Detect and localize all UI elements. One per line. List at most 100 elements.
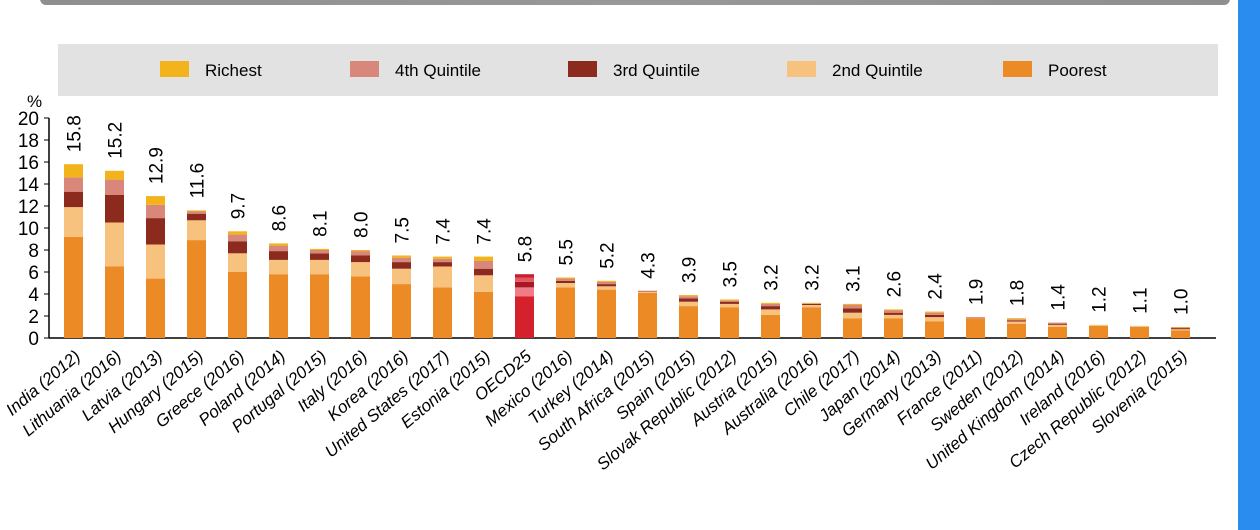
bar-segment-spain-2015-3rd-quintile [679,298,698,302]
bar-segment-korea-2016-4th-quintile [392,257,411,263]
bar-segment-slovak-republic-2012-4th-quintile [720,300,739,302]
bar-segment-latvia-2013-poorest [146,278,165,338]
bar-segment-germany-2013-richest [925,311,944,313]
bar-segment-greece-2016-richest [228,231,247,235]
bar-segment-france-2011-poorest [966,318,985,338]
bar-segment-india-2012-4th-quintile [64,177,83,192]
bar-segment-hungary-2015-richest [187,210,206,212]
bar-segment-mexico-2016-4th-quintile [556,278,575,281]
y-tick-label: 10 [18,219,39,240]
bar-segment-united-states-2017-2nd-quintile [433,266,452,288]
bar-segment-south-africa-2015-2nd-quintile [638,291,657,293]
bar-segment-japan-2014-4th-quintile [884,310,903,313]
bar-segment-japan-2014-3rd-quintile [884,312,903,315]
bar-segment-hungary-2015-poorest [187,240,206,338]
bar-segment-greece-2016-4th-quintile [228,234,247,242]
y-axis-unit-label: % [27,92,42,111]
bar-segment-india-2012-3rd-quintile [64,191,83,208]
bar-segment-united-kingdom-2014-3rd-quintile [1048,323,1067,325]
total-label-south-africa-2015: 4.3 [639,252,660,278]
total-label-australia-2016: 3.2 [803,264,824,290]
total-label-india-2012: 15.8 [65,115,86,152]
bar-segment-korea-2016-poorest [392,284,411,338]
legend-label-4th-quintile: 4th Quintile [395,61,481,80]
bar-segment-hungary-2015-3rd-quintile [187,213,206,221]
bar-segment-chile-2017-poorest [843,318,862,338]
bar-segment-germany-2013-4th-quintile [925,312,944,315]
bar-segment-hungary-2015-2nd-quintile [187,220,206,241]
bar-segment-italy-2016-3rd-quintile [351,255,370,263]
bar-segment-sweden-2012-poorest [1007,323,1026,338]
bar-segment-greece-2016-3rd-quintile [228,241,247,254]
bar-segment-lithuania-2016-3rd-quintile [105,195,124,223]
bar-segment-poland-2014-4th-quintile [269,245,288,252]
total-label-chile-2017: 3.1 [844,265,865,291]
y-tick-label: 2 [28,307,39,328]
bar-segment-latvia-2013-4th-quintile [146,204,165,219]
legend-swatch-3rd-quintile [568,61,597,77]
bar-segment-estonia-2015-poorest [474,291,493,338]
bar-segment-turkey-2014-3rd-quintile [597,284,616,287]
bars [64,164,1190,338]
bar-segment-united-kingdom-2014-2nd-quintile [1048,324,1067,327]
legend-label-poorest: Poorest [1048,61,1107,80]
bar-segment-sweden-2012-3rd-quintile [1007,320,1026,322]
total-label-portugal-2015: 8.1 [311,210,332,236]
total-label-ireland-2016: 1.2 [1090,286,1111,312]
bar-segment-india-2012-2nd-quintile [64,207,83,237]
bar-segment-turkey-2014-4th-quintile [597,281,616,285]
bar-segment-poland-2014-3rd-quintile [269,251,288,260]
bar-segment-greece-2016-2nd-quintile [228,253,247,272]
bar-segment-portugal-2015-3rd-quintile [310,253,329,260]
total-label-united-kingdom-2014: 1.4 [1049,284,1070,311]
total-label-turkey-2014: 5.2 [598,242,619,268]
bar-segment-korea-2016-3rd-quintile [392,262,411,269]
legend: Richest 4th Quintile 3rd Quintile 2nd Quint… [160,61,1107,80]
bar-segment-japan-2014-2nd-quintile [884,314,903,319]
bar-segment-slovenia-2015-2nd-quintile [1171,329,1190,331]
bar-segment-oecd25-2nd-quintile [515,287,534,297]
bar-segment-united-kingdom-2014-4th-quintile [1048,322,1067,324]
legend-swatch-richest [160,61,189,77]
total-label-germany-2013: 2.4 [926,273,947,300]
total-label-spain-2015: 3.9 [680,257,701,283]
bar-segment-mexico-2016-poorest [556,287,575,338]
bar-segment-spain-2015-poorest [679,306,698,338]
total-label-japan-2014: 2.6 [885,271,906,297]
bar-segment-chile-2017-richest [843,303,862,305]
bar-segment-poland-2014-2nd-quintile [269,259,288,275]
bar-segment-chile-2017-3rd-quintile [843,308,862,313]
bar-segment-portugal-2015-4th-quintile [310,250,329,254]
bar-segment-oecd25-richest [515,274,534,278]
bar-segment-ireland-2016-poorest [1089,325,1108,338]
bar-segment-united-states-2017-richest [433,256,452,259]
total-label-oecd25: 5.8 [516,236,537,262]
y-tick-label: 8 [28,241,39,262]
bar-segment-italy-2016-poorest [351,276,370,338]
total-label-slovak-republic-2012: 3.5 [721,261,742,287]
bar-segment-slovenia-2015-3rd-quintile [1171,328,1190,330]
legend-label-richest: Richest [205,61,262,80]
bar-segment-greece-2016-poorest [228,272,247,338]
bar-segment-turkey-2014-2nd-quintile [597,286,616,290]
legend-swatch-2nd-quintile [787,61,816,77]
bar-segment-india-2012-poorest [64,236,83,338]
bar-segment-portugal-2015-richest [310,248,329,250]
bar-segment-chile-2017-2nd-quintile [843,312,862,319]
bar-segment-austria-2015-3rd-quintile [761,306,780,310]
bar-segment-germany-2013-2nd-quintile [925,317,944,322]
cropped-title-strip [0,0,1240,10]
bar-segment-oecd25-poorest [515,296,534,338]
total-label-estonia-2015: 7.4 [475,218,496,245]
bar-segment-united-states-2017-4th-quintile [433,258,452,263]
bar-segment-austria-2015-richest [761,302,780,304]
bar-segment-sweden-2012-4th-quintile [1007,319,1026,321]
bar-segment-australia-2016-2nd-quintile [802,305,821,308]
total-label-latvia-2013: 12.9 [147,147,168,184]
total-label-lithuania-2016: 15.2 [106,122,127,159]
total-label-sweden-2012: 1.8 [1008,280,1029,306]
bar-segment-estonia-2015-richest [474,256,493,261]
bar-segment-japan-2014-richest [884,309,903,311]
bar-segment-mexico-2016-2nd-quintile [556,283,575,288]
bar-segment-spain-2015-2nd-quintile [679,301,698,307]
